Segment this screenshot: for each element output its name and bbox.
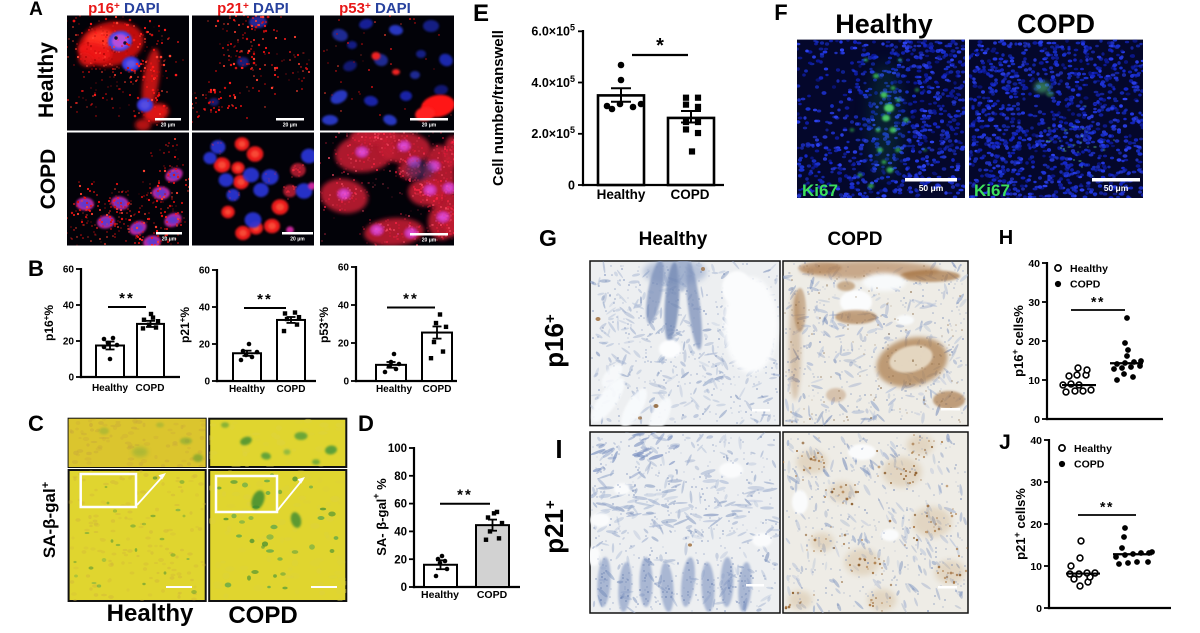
svg-text:Ki67: Ki67: [802, 181, 838, 200]
svg-text:p21+ DAPI: p21+ DAPI: [217, 0, 289, 17]
svg-text:p16+%: p16+%: [42, 305, 56, 341]
svg-text:Healthy: Healthy: [597, 187, 646, 202]
svg-text:Healthy: Healthy: [421, 589, 459, 601]
svg-text:Healthy: Healthy: [35, 42, 58, 118]
svg-text:40: 40: [394, 527, 407, 539]
svg-text:Healthy: Healthy: [92, 383, 129, 394]
svg-text:40: 40: [199, 303, 211, 314]
svg-text:20 μm: 20 μm: [283, 123, 298, 129]
svg-text:SA-β-gal+: SA-β-gal+: [40, 482, 59, 558]
svg-text:60: 60: [199, 266, 211, 277]
svg-text:20 μm: 20 μm: [422, 238, 437, 244]
svg-text:4.0×105: 4.0×105: [531, 74, 575, 90]
svg-text:COPD: COPD: [37, 149, 60, 210]
svg-text:20 μm: 20 μm: [161, 123, 176, 129]
svg-text:0: 0: [343, 377, 349, 388]
svg-text:20 μm: 20 μm: [162, 237, 177, 243]
svg-text:Ki67: Ki67: [974, 181, 1010, 200]
svg-text:20: 20: [199, 340, 211, 351]
svg-text:60: 60: [338, 263, 350, 274]
svg-text:*: *: [656, 35, 664, 57]
svg-text:E: E: [473, 0, 489, 27]
svg-text:COPD: COPD: [828, 229, 883, 250]
svg-text:C: C: [28, 411, 44, 436]
svg-text:20: 20: [63, 337, 75, 348]
svg-text:p53+%: p53+%: [317, 307, 331, 343]
svg-text:0: 0: [68, 373, 74, 384]
svg-text:p16+ DAPI: p16+ DAPI: [88, 0, 160, 17]
svg-text:**: **: [119, 290, 135, 307]
svg-text:0: 0: [568, 178, 575, 192]
svg-text:Healthy: Healthy: [107, 600, 194, 627]
svg-text:20: 20: [394, 554, 407, 566]
svg-text:G: G: [539, 225, 557, 251]
svg-text:p21+%: p21+%: [178, 307, 192, 343]
svg-text:F: F: [774, 0, 787, 25]
svg-text:**: **: [403, 291, 419, 308]
svg-text:40: 40: [63, 301, 75, 312]
svg-text:50 μm: 50 μm: [919, 183, 944, 193]
svg-text:40: 40: [338, 301, 350, 312]
svg-text:B: B: [28, 256, 44, 281]
svg-text:COPD: COPD: [277, 384, 306, 395]
svg-text:A: A: [29, 0, 43, 20]
svg-text:COPD: COPD: [1017, 9, 1095, 39]
svg-text:COPD: COPD: [670, 187, 709, 202]
svg-text:6.0×105: 6.0×105: [531, 23, 575, 39]
svg-text:COPD: COPD: [423, 384, 452, 395]
svg-text:50 μm: 50 μm: [1104, 183, 1129, 193]
svg-text:Healthy: Healthy: [376, 384, 413, 395]
svg-text:COPD: COPD: [136, 383, 165, 394]
svg-text:100: 100: [388, 443, 407, 455]
svg-text:D: D: [358, 411, 374, 436]
svg-text:80: 80: [394, 471, 407, 483]
svg-text:60: 60: [63, 265, 75, 276]
svg-text:Healthy: Healthy: [639, 229, 708, 250]
svg-text:Healthy: Healthy: [835, 9, 933, 39]
svg-text:Cell number/transwell: Cell number/transwell: [490, 30, 507, 186]
svg-text:COPD: COPD: [477, 589, 508, 601]
svg-text:2.0×105: 2.0×105: [531, 125, 575, 141]
svg-text:20 μm: 20 μm: [290, 237, 305, 243]
svg-text:I: I: [555, 434, 562, 464]
svg-text:20: 20: [338, 339, 350, 350]
svg-text:20 μm: 20 μm: [422, 123, 437, 129]
svg-text:p53+ DAPI: p53+ DAPI: [339, 0, 411, 17]
svg-text:**: **: [257, 291, 273, 308]
svg-text:COPD: COPD: [228, 602, 297, 628]
svg-text:**: **: [457, 487, 473, 504]
svg-text:60: 60: [394, 499, 407, 511]
svg-text:0: 0: [204, 377, 210, 388]
svg-text:SA- β-gal+ %: SA- β-gal+ %: [371, 478, 389, 556]
svg-text:Healthy: Healthy: [229, 384, 266, 395]
svg-text:0: 0: [401, 582, 407, 594]
